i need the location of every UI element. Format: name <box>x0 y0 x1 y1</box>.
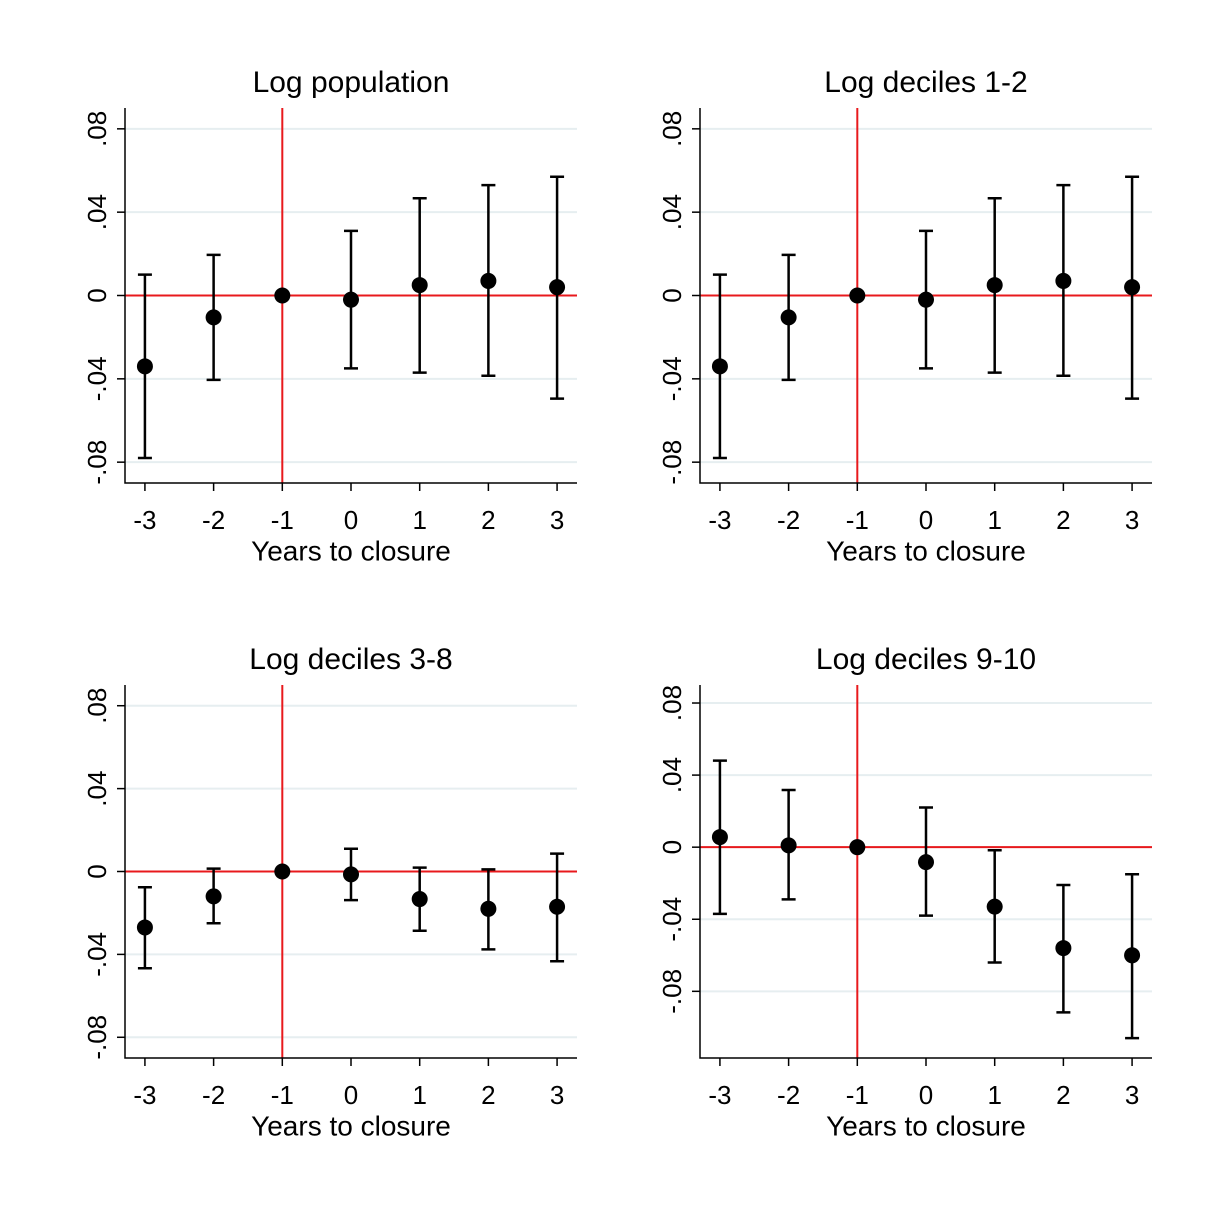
y-tick-label: 0 <box>82 864 112 878</box>
y-tick-label: -.08 <box>82 1015 112 1060</box>
x-axis-title: Years to closure <box>251 535 451 566</box>
x-tick-label: -3 <box>133 1080 156 1110</box>
axis-line <box>699 108 1152 484</box>
point <box>343 291 359 308</box>
y-tick-label: -.08 <box>657 969 687 1014</box>
point <box>849 287 866 304</box>
point <box>986 277 1003 294</box>
x-tick-label: 1 <box>412 1080 426 1110</box>
point <box>780 309 797 326</box>
y-tick-label: -.04 <box>82 356 112 401</box>
y-tick-label: -.04 <box>657 356 687 401</box>
y-tick-label: -.08 <box>82 440 112 485</box>
x-tick-label: 0 <box>344 1080 358 1110</box>
panel-title: Log deciles 9-10 <box>816 643 1036 676</box>
point <box>205 888 222 905</box>
point <box>549 279 566 296</box>
x-axis-title: Years to closure <box>251 1110 451 1141</box>
x-tick-label: -2 <box>777 1080 800 1110</box>
point <box>849 839 866 856</box>
x-tick-label: -2 <box>777 505 800 535</box>
axis-line <box>124 108 577 484</box>
x-tick-label: 3 <box>550 1080 564 1110</box>
y-tick-label: .04 <box>657 757 687 793</box>
y-tick-label: -.04 <box>657 897 687 942</box>
x-tick-label: 3 <box>1125 1080 1139 1110</box>
point <box>918 854 934 871</box>
point <box>343 866 359 883</box>
x-tick-label: 0 <box>919 505 933 535</box>
y-tick-label: .04 <box>657 194 687 230</box>
x-tick-label: 1 <box>987 505 1001 535</box>
point <box>711 829 728 846</box>
x-tick-label: 0 <box>344 505 358 535</box>
point <box>986 898 1003 915</box>
point <box>1055 272 1072 289</box>
panel-title: Log deciles 1-2 <box>824 66 1027 99</box>
point <box>711 358 728 375</box>
y-tick-label: .08 <box>657 111 687 147</box>
x-tick-label: 2 <box>1056 505 1070 535</box>
point <box>136 919 153 936</box>
x-tick-label: 1 <box>412 505 426 535</box>
point <box>1055 940 1072 957</box>
x-tick-label: -1 <box>846 1080 869 1110</box>
x-tick-label: 1 <box>987 1080 1001 1110</box>
x-tick-label: 2 <box>1056 1080 1070 1110</box>
point <box>480 272 497 289</box>
point <box>780 837 797 854</box>
point <box>274 287 291 304</box>
y-tick-label: -.08 <box>657 440 687 485</box>
x-tick-label: 3 <box>550 505 564 535</box>
point <box>1124 279 1141 296</box>
x-tick-label: -1 <box>846 505 869 535</box>
point <box>136 358 153 375</box>
y-tick-label: 0 <box>657 840 687 854</box>
x-tick-label: 3 <box>1125 505 1139 535</box>
panel-title: Log population <box>253 66 450 99</box>
x-tick-label: 0 <box>919 1080 933 1110</box>
y-tick-label: .08 <box>82 688 112 724</box>
point <box>480 900 497 917</box>
point <box>549 898 566 915</box>
x-axis-title: Years to closure <box>826 535 1026 566</box>
x-tick-label: 2 <box>481 505 495 535</box>
y-tick-label: .04 <box>82 194 112 230</box>
y-tick-label: -.04 <box>82 932 112 977</box>
x-axis-title: Years to closure <box>826 1110 1026 1141</box>
x-tick-label: -2 <box>202 505 225 535</box>
point <box>918 291 934 308</box>
point <box>411 891 428 908</box>
y-tick-label: 0 <box>82 288 112 302</box>
x-tick-label: -1 <box>271 505 294 535</box>
x-tick-label: -1 <box>271 1080 294 1110</box>
point <box>274 863 291 880</box>
x-tick-label: -3 <box>133 505 156 535</box>
y-tick-label: .04 <box>82 771 112 807</box>
panel-title: Log deciles 3-8 <box>249 643 452 676</box>
y-tick-label: .08 <box>657 685 687 721</box>
x-tick-label: -3 <box>708 1080 731 1110</box>
point <box>411 277 428 294</box>
x-tick-label: -2 <box>202 1080 225 1110</box>
axis-line <box>699 685 1152 1059</box>
y-tick-label: 0 <box>657 288 687 302</box>
x-tick-label: -3 <box>708 505 731 535</box>
point <box>1124 947 1141 964</box>
y-tick-label: .08 <box>82 111 112 147</box>
point <box>205 309 222 326</box>
x-tick-label: 2 <box>481 1080 495 1110</box>
axis-line <box>124 685 577 1059</box>
